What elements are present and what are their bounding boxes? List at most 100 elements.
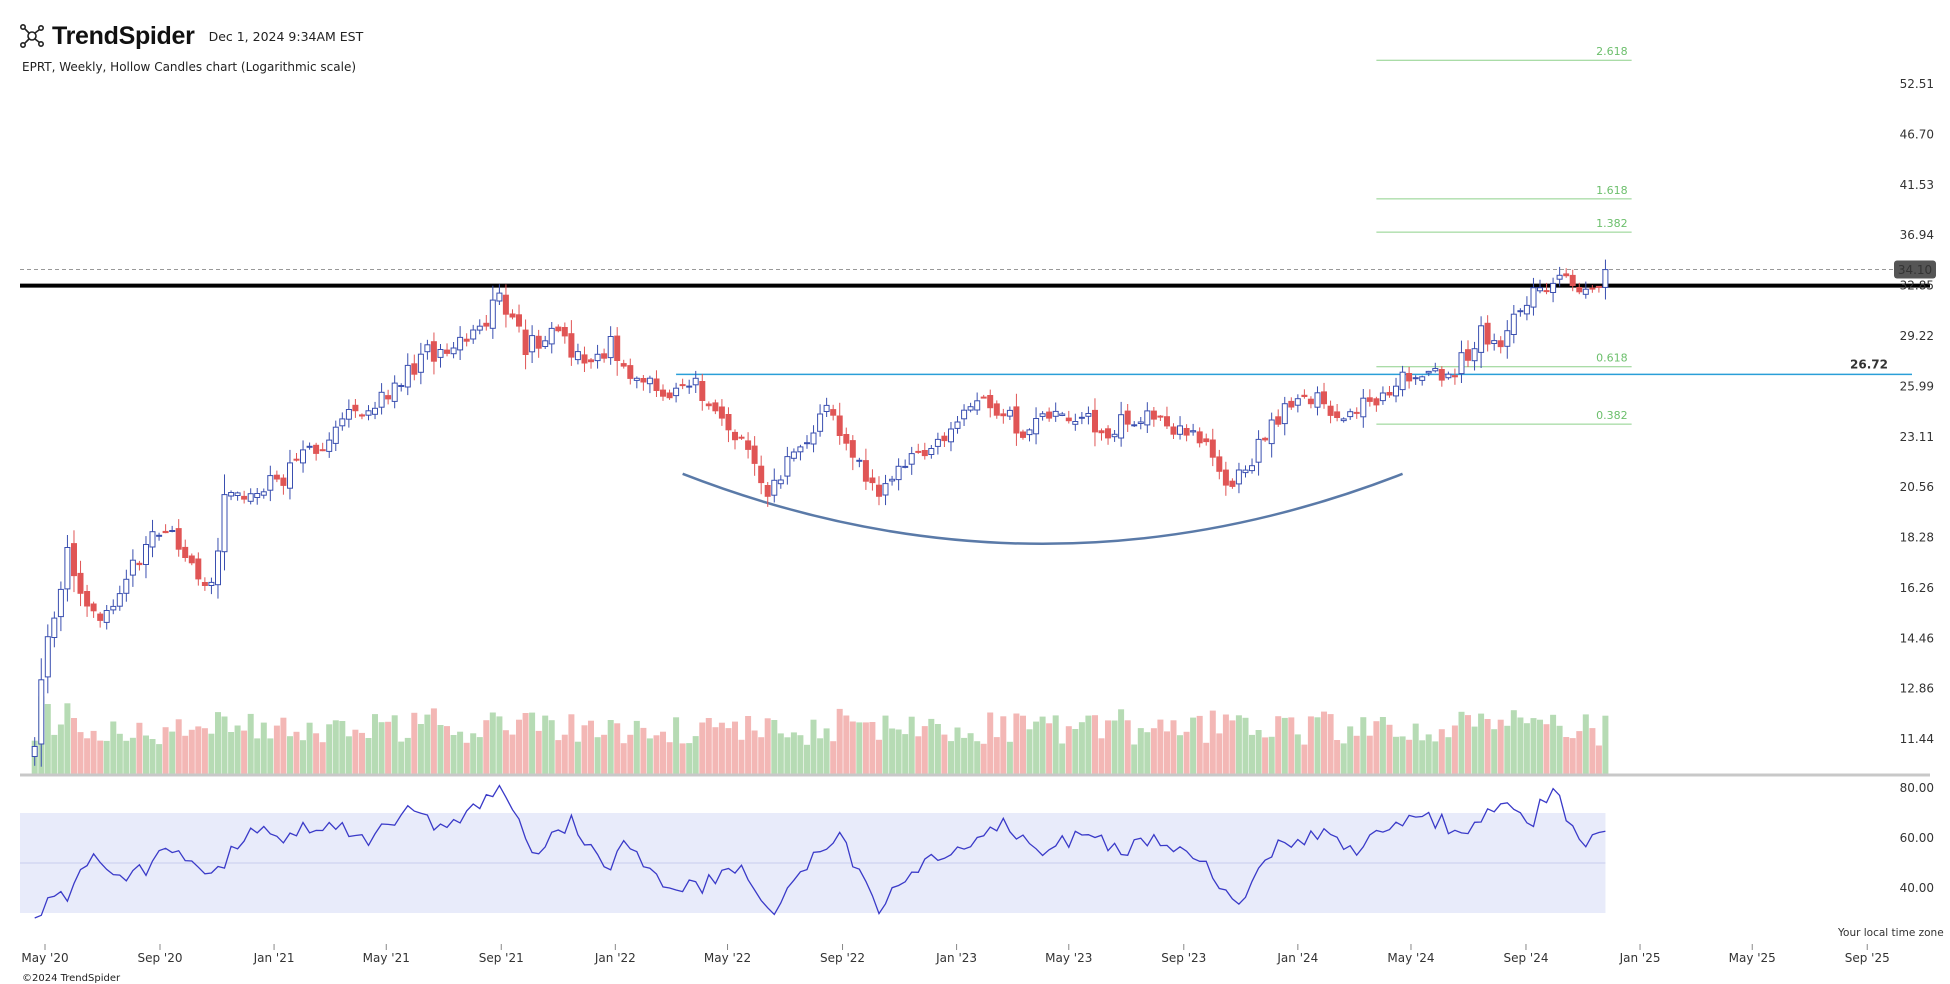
candle <box>1478 316 1485 368</box>
candle-body <box>830 409 837 416</box>
candle-body <box>1301 394 1308 397</box>
volume-bar <box>476 737 483 774</box>
volume-bar <box>103 740 110 774</box>
axes-layer: 52.51 46.70 41.53 36.94 32.85 29.22 25.99 23.11… <box>21 77 1936 965</box>
volume-bar <box>653 735 660 774</box>
candle-body <box>1020 431 1026 438</box>
candle-body <box>1124 410 1131 425</box>
volume-bar <box>1497 719 1504 774</box>
volume-bar <box>332 720 339 774</box>
candle-body <box>548 327 555 345</box>
volume-bar <box>359 732 365 774</box>
candle <box>1033 407 1040 445</box>
candle <box>332 420 339 451</box>
candle-body <box>1105 428 1111 439</box>
time-tick-label: Sep '22 <box>820 951 865 965</box>
volume-bar <box>398 741 405 774</box>
candle <box>385 389 392 405</box>
candle-body <box>103 610 110 623</box>
candle-body <box>175 528 182 550</box>
candle-body <box>1118 414 1125 439</box>
candle-body <box>1092 409 1098 433</box>
volume-bar <box>463 742 470 774</box>
chart-timestamp: Dec 1, 2024 9:34AM EST <box>208 28 364 44</box>
volume-bar <box>882 715 889 774</box>
volume-bar <box>1602 715 1609 774</box>
volume-bar <box>849 721 856 774</box>
volume-bar <box>895 729 902 774</box>
volume-bar <box>1379 717 1386 774</box>
candle-body <box>1196 431 1203 444</box>
volume-bar <box>326 724 333 774</box>
candle-body <box>378 391 385 408</box>
candle <box>869 469 876 491</box>
candle-body <box>1229 480 1236 487</box>
candle <box>902 459 909 469</box>
volume-bar <box>764 718 771 774</box>
volume-bar <box>110 721 117 774</box>
volume-bar <box>64 703 71 774</box>
candle <box>1235 462 1242 494</box>
volume-bar <box>1222 714 1229 774</box>
candle-body <box>686 385 693 388</box>
volume-bar <box>1157 719 1164 774</box>
candle-body <box>1137 421 1144 424</box>
rsi-tick-label: 80.00 <box>1900 781 1934 795</box>
candle <box>444 343 450 357</box>
candle-body <box>673 387 680 397</box>
candle <box>1563 268 1570 278</box>
candle <box>777 475 784 489</box>
price-tick-label: 41.53 <box>1900 178 1934 192</box>
candle-body <box>1249 465 1255 472</box>
candle <box>568 320 575 366</box>
volume-bar <box>221 716 228 774</box>
volume-bar <box>1268 736 1275 774</box>
candle <box>732 429 738 450</box>
volume-bar <box>1098 738 1105 774</box>
candle-body <box>254 493 261 498</box>
candle <box>1484 315 1491 352</box>
candle <box>882 474 889 506</box>
candle-body <box>764 485 771 497</box>
volume-bar <box>1347 726 1354 774</box>
candle <box>522 319 529 370</box>
candle-body <box>437 349 444 358</box>
candle-body <box>208 581 215 587</box>
candle <box>476 319 483 335</box>
candle-body <box>758 465 765 484</box>
volume-bar <box>712 727 719 774</box>
fib-level-label: 2.618 <box>1596 45 1628 58</box>
volume-bar <box>71 718 77 774</box>
volume-bar <box>51 734 58 774</box>
volume-bar <box>1144 732 1151 774</box>
volume-bar <box>1196 715 1203 774</box>
candle <box>149 519 156 558</box>
volume-bar <box>1039 716 1046 774</box>
volume-bar <box>568 714 575 774</box>
candle-body <box>411 363 418 375</box>
candle-body <box>1517 310 1524 313</box>
volume-bar <box>1281 717 1288 774</box>
candle-body <box>1085 413 1092 417</box>
price-tick-label: 32.85 <box>1900 279 1934 293</box>
candle <box>1118 401 1125 447</box>
candle <box>718 399 725 426</box>
candle <box>319 442 326 452</box>
volume-bar <box>254 738 261 774</box>
volume-bar <box>725 728 732 774</box>
candle <box>1517 308 1524 317</box>
candle <box>1072 413 1079 431</box>
time-tick-label: Sep '25 <box>1845 951 1890 965</box>
candle <box>1000 408 1007 424</box>
candle-body <box>725 414 732 431</box>
candle <box>1065 410 1072 424</box>
candle-body <box>424 344 431 353</box>
volume-bar <box>522 713 529 774</box>
candle-body <box>1393 385 1399 397</box>
candle <box>1098 428 1105 441</box>
candle-body <box>143 544 149 565</box>
candle-body <box>1543 290 1550 293</box>
volume-bar <box>902 734 909 774</box>
candle-body <box>699 381 706 401</box>
